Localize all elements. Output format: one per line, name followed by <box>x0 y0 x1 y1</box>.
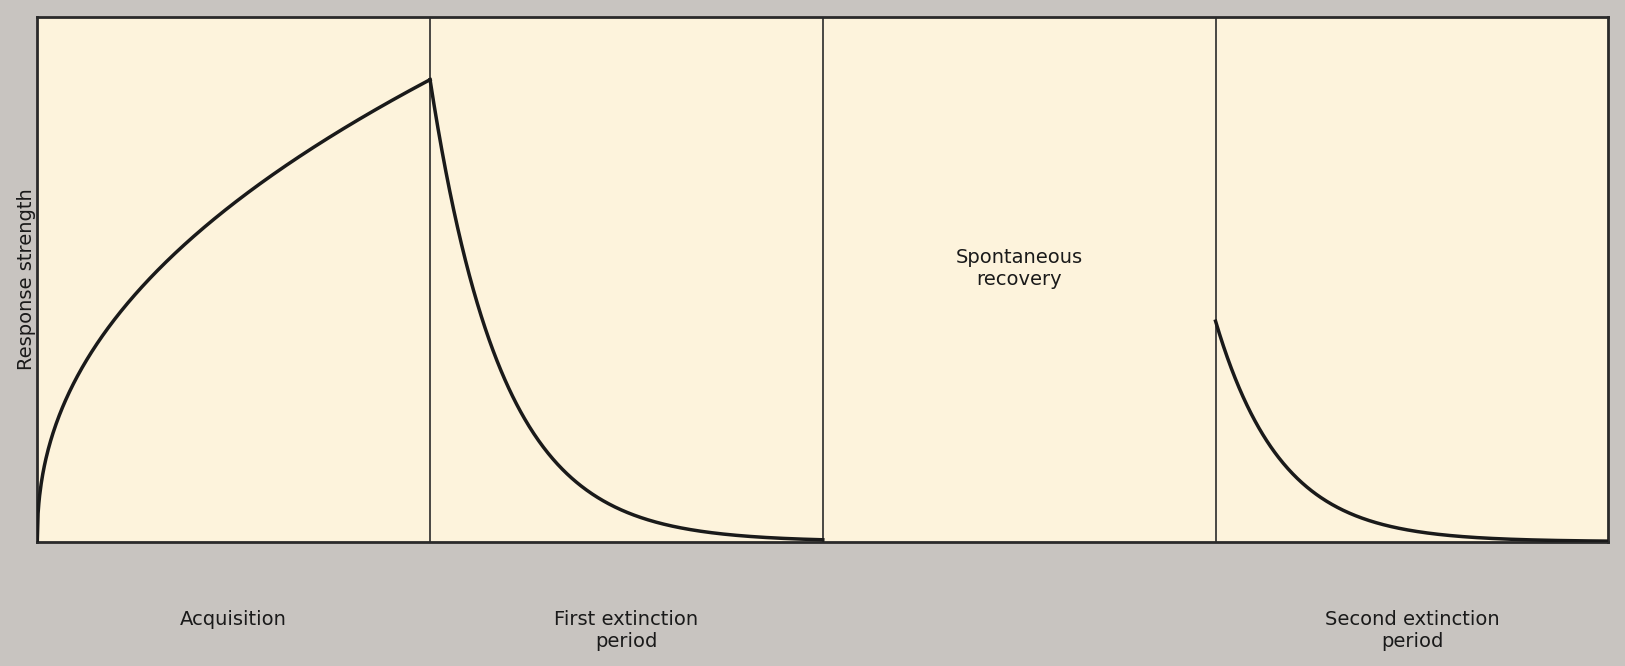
Text: Second extinction
period: Second extinction period <box>1324 610 1500 651</box>
Text: Spontaneous
recovery: Spontaneous recovery <box>956 248 1082 289</box>
Y-axis label: Response strength: Response strength <box>16 188 36 370</box>
Text: First extinction
period: First extinction period <box>554 610 699 651</box>
Text: Acquisition: Acquisition <box>180 610 288 629</box>
